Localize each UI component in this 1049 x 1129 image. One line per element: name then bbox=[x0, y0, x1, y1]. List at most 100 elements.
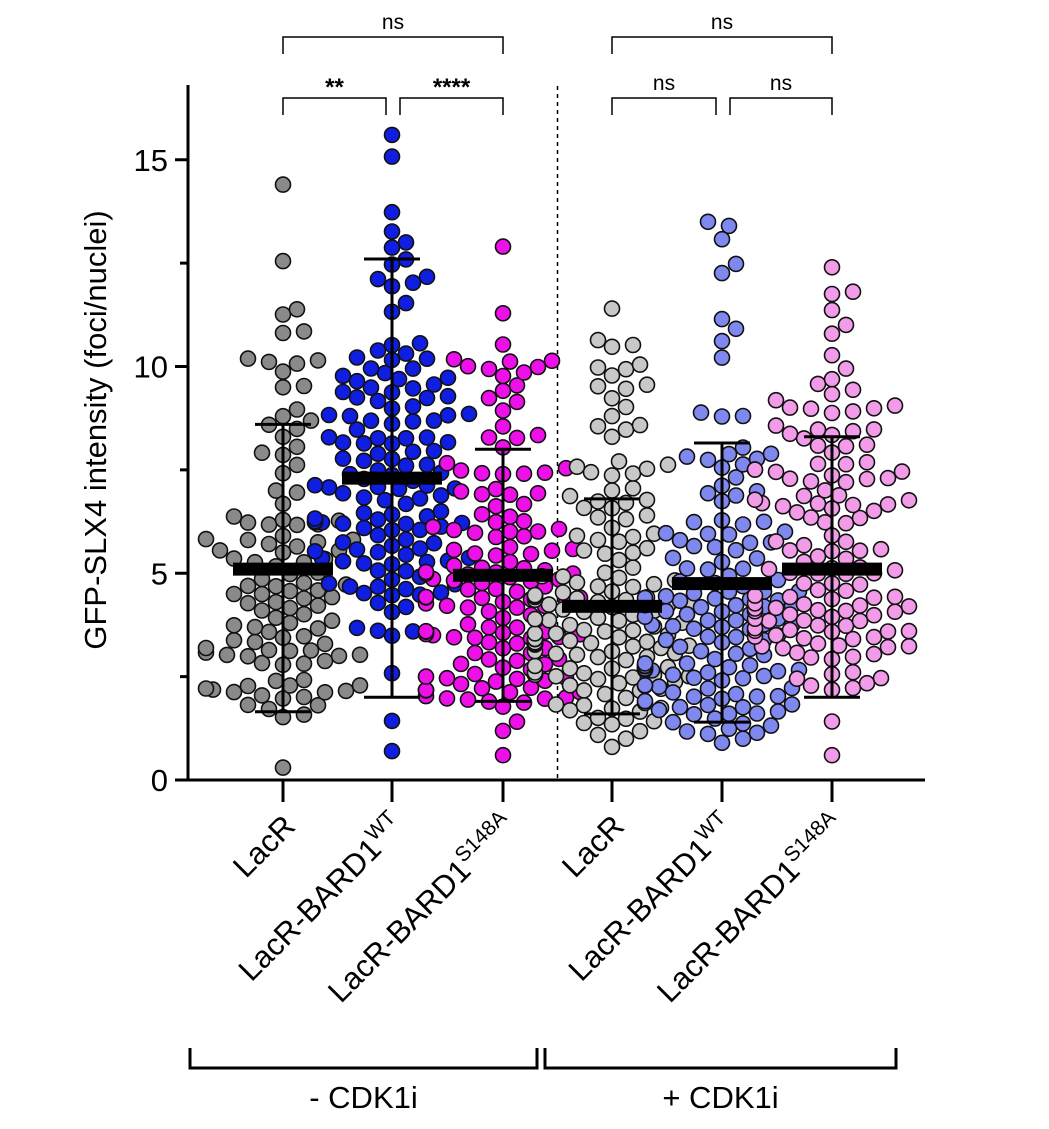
data-point bbox=[727, 645, 745, 663]
data-point bbox=[197, 639, 215, 657]
data-point bbox=[720, 658, 738, 676]
data-point bbox=[893, 463, 911, 480]
data-point bbox=[568, 458, 586, 476]
data-point bbox=[650, 701, 668, 719]
data-point bbox=[526, 657, 544, 675]
data-point bbox=[664, 549, 682, 567]
data-point bbox=[767, 463, 785, 481]
data-point bbox=[274, 378, 292, 396]
data-point bbox=[767, 533, 785, 550]
data-point bbox=[383, 239, 401, 256]
data-point bbox=[404, 443, 422, 461]
summary-bars bbox=[233, 257, 882, 724]
data-point bbox=[823, 713, 841, 730]
data-point bbox=[508, 583, 526, 601]
data-point bbox=[748, 705, 766, 722]
data-point bbox=[452, 483, 470, 500]
data-point bbox=[417, 588, 435, 606]
data-point bbox=[334, 434, 352, 451]
data-point bbox=[334, 534, 352, 551]
data-point bbox=[865, 606, 883, 624]
data-point bbox=[320, 428, 338, 446]
data-point bbox=[295, 574, 313, 592]
data-point bbox=[438, 454, 456, 472]
data-point bbox=[246, 633, 264, 651]
data-point bbox=[624, 638, 642, 655]
data-point bbox=[480, 389, 498, 407]
data-point bbox=[589, 531, 607, 549]
data-point bbox=[348, 372, 366, 390]
data-point bbox=[741, 534, 759, 552]
data-point bbox=[355, 435, 373, 452]
data-point bbox=[879, 623, 897, 640]
data-point bbox=[550, 520, 568, 538]
data-point bbox=[769, 703, 787, 720]
data-point bbox=[596, 685, 614, 703]
data-point bbox=[341, 407, 359, 425]
data-point bbox=[809, 635, 827, 652]
data-point bbox=[383, 203, 401, 221]
data-point bbox=[844, 679, 862, 697]
data-point bbox=[809, 495, 827, 512]
data-point bbox=[699, 484, 717, 502]
data-point bbox=[480, 633, 498, 651]
significance-label: ns bbox=[653, 72, 675, 95]
data-point bbox=[713, 264, 731, 282]
data-point bbox=[362, 412, 380, 430]
data-point bbox=[713, 349, 731, 366]
data-point bbox=[746, 461, 764, 478]
data-point bbox=[692, 598, 710, 616]
data-point bbox=[494, 402, 512, 419]
data-point bbox=[631, 356, 649, 373]
data-point bbox=[295, 377, 313, 395]
data-point bbox=[727, 255, 745, 273]
data-point bbox=[540, 596, 558, 613]
data-point bbox=[741, 656, 759, 674]
data-point bbox=[734, 730, 752, 748]
data-point bbox=[417, 563, 435, 581]
data-point bbox=[554, 584, 572, 601]
data-point bbox=[404, 360, 422, 377]
data-point bbox=[508, 713, 526, 731]
data-point bbox=[494, 367, 512, 385]
data-point bbox=[369, 392, 387, 410]
data-point bbox=[281, 677, 299, 694]
data-point bbox=[309, 352, 327, 369]
data-point bbox=[439, 433, 457, 451]
data-point bbox=[239, 514, 257, 531]
data-point bbox=[253, 602, 271, 619]
data-point bbox=[369, 562, 387, 579]
data-point bbox=[837, 455, 855, 473]
data-point bbox=[624, 479, 642, 497]
data-point bbox=[788, 504, 806, 521]
mean-bar bbox=[233, 562, 333, 576]
data-point bbox=[466, 545, 484, 562]
data-point bbox=[795, 487, 813, 505]
data-point bbox=[748, 550, 766, 567]
data-point bbox=[734, 516, 752, 533]
data-point bbox=[767, 626, 785, 644]
data-point bbox=[631, 416, 649, 434]
data-point bbox=[508, 652, 526, 670]
data-point bbox=[330, 647, 348, 665]
data-point bbox=[809, 455, 827, 473]
significance-label: ns bbox=[711, 11, 733, 34]
data-point bbox=[351, 646, 369, 664]
data-point bbox=[699, 561, 717, 578]
data-point bbox=[561, 676, 579, 694]
significance-bracket bbox=[729, 97, 833, 115]
data-point bbox=[459, 599, 477, 616]
data-point bbox=[900, 598, 918, 615]
group-bracket bbox=[543, 1048, 898, 1070]
data-point bbox=[781, 542, 799, 559]
data-point bbox=[823, 325, 841, 343]
data-point bbox=[515, 527, 533, 545]
data-point bbox=[783, 696, 801, 713]
data-point bbox=[659, 456, 677, 474]
data-point bbox=[664, 684, 682, 701]
data-point bbox=[865, 502, 883, 520]
data-point bbox=[720, 526, 738, 543]
data-point bbox=[568, 646, 586, 664]
data-point bbox=[362, 379, 380, 396]
